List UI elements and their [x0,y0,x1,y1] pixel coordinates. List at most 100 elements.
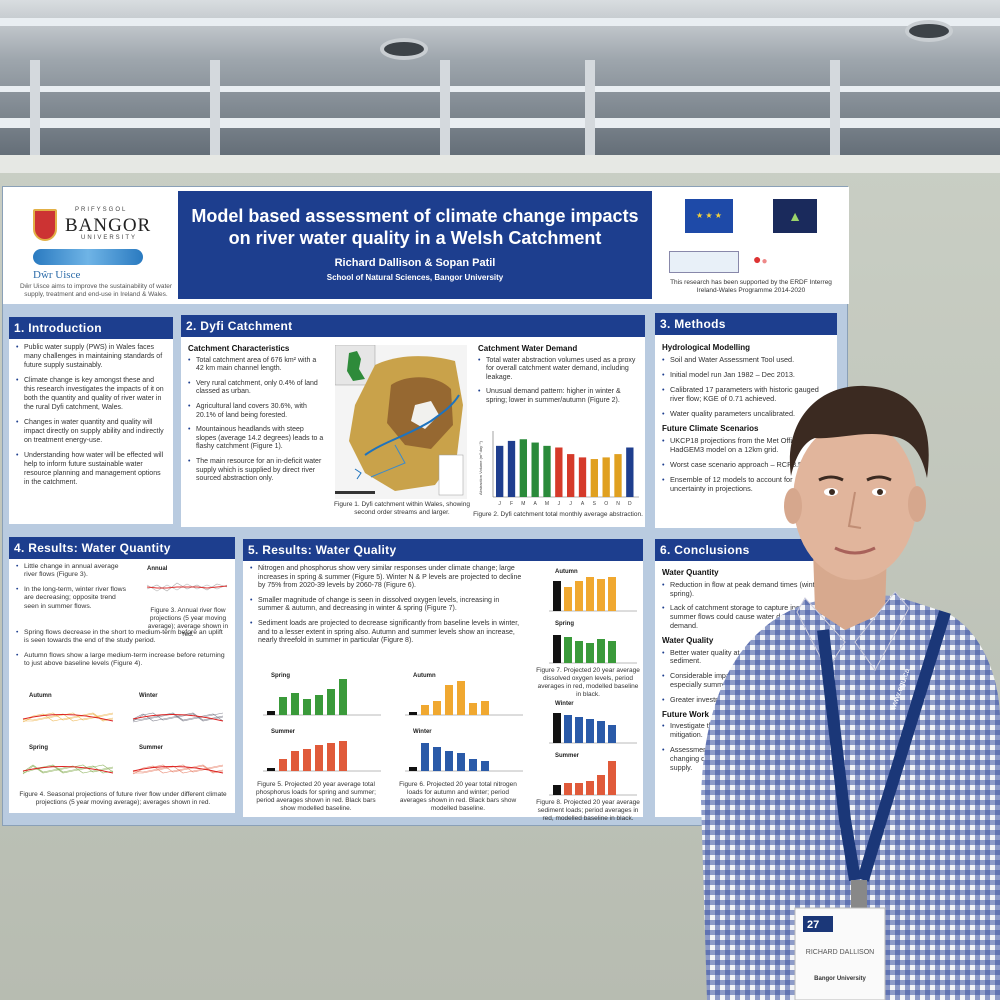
load-bar [267,711,275,715]
abstraction-bar [519,439,528,497]
panel-bar [597,775,605,795]
month-tick-label: J [569,501,572,507]
badge-org: Bangor University [814,976,866,982]
month-tick-label: S [593,501,597,507]
load-bar [469,703,477,715]
load-bar [457,681,465,715]
wave-icon [33,249,143,265]
panel-bar [575,581,583,611]
load-bar [421,743,429,771]
hydro-title: Hydrological Modelling [662,343,751,352]
water-quantity-section: 4. Results: Water Quantity Little change… [9,537,235,813]
load-bar [327,743,335,771]
future-scenarios-title: Future Climate Scenarios [662,424,759,433]
panel-label: Autumn [413,673,436,679]
section-heading: 4. Results: Water Quantity [9,537,235,559]
season-average-line [132,766,224,774]
panel-label: Winter [413,729,432,735]
load-bar [303,699,311,715]
quantity-bullet: Spring flows decrease in the short to me… [16,629,228,646]
load-bar [409,767,417,771]
quantity-bullet: Autumn flows show a large medium-term in… [16,652,228,669]
abstraction-bar [555,447,563,497]
figure-4-caption: Figure 4. Seasonal projections of future… [19,791,227,806]
annual-label: Annual [147,566,168,572]
panel-bar [564,715,572,743]
badge-name: RICHARD DALLISON [806,949,874,956]
month-tick-label: A [581,501,585,507]
partner-logo: ●● [753,251,768,267]
figure-6-caption: Figure 6. Projected 20 year total nitrog… [399,781,517,812]
panel-bar [575,641,583,663]
month-tick-label: M [521,501,525,507]
abstraction-bar [496,445,504,497]
poster-authors: Richard Dallison & Sopan Patil [334,257,496,269]
ceiling-beam [210,60,220,170]
panel-bar [597,579,605,611]
load-bar [433,747,441,771]
month-tick-label: F [510,501,513,507]
programme-logo [669,251,739,273]
panel-bar [586,781,594,795]
season-flow-line [132,712,224,722]
month-tick-label: M [545,501,549,507]
load-bar [421,705,429,715]
figure-5-caption: Figure 5. Projected 20 year average tota… [256,781,376,812]
month-tick-label: A [533,501,537,507]
load-bar [433,701,441,715]
methods-bullet: Initial model run Jan 1982 – Dec 2013. [662,370,830,379]
introduction-section: 1. Introduction Public water supply (PWS… [9,317,173,524]
poster-header: PRIFYSGOL BANGOR UNIVERSITY Dŵr Uisce Dŵ… [3,187,849,304]
panel-bar [597,721,605,743]
load-bar [445,685,453,715]
logo-small-text: PRIFYSGOL [75,207,128,213]
section-heading: 2. Dyfi Catchment [181,315,645,337]
load-bar [327,689,335,715]
ceiling-vent [380,38,428,60]
catchment-bullet: The main resource for an in-deficit wate… [188,458,324,484]
logo-tagline: Dŵr Uisce aims to improve the sustainabi… [19,283,173,298]
load-bar [315,745,323,771]
future-work-title: Future Work [662,709,709,719]
abstraction-bar [602,457,610,497]
title-banner: Model based assessment of climate change… [178,191,652,299]
panel-bar [586,643,594,663]
face [793,420,917,580]
quality-bullet: Nitrogen and phosphorus show very simila… [250,565,524,591]
conclusion-bullet: Reduction in flow at peak demand times (… [662,580,830,599]
load-bar [291,751,299,771]
load-bar [303,749,311,771]
panel-bar [608,761,616,795]
load-bar [339,679,347,715]
lanyard [817,629,861,881]
season-flow-line [22,712,114,722]
seasonal-flow-charts: Autumn Winter Spring Summer [22,693,224,775]
season-panel-label: Autumn [29,693,52,699]
panel-bar [586,719,594,743]
load-bar [279,759,287,771]
panel-label: Autumn [555,569,578,575]
poster-title: Model based assessment of climate change… [191,206,639,248]
abstraction-bar [626,447,634,497]
lanyard [857,610,951,882]
quality-bullet: Smaller magnitude of change is seen in d… [250,597,524,614]
panel-bar [553,635,561,663]
conclusion-qual-title: Water Quality [662,635,714,645]
season-average-line [22,714,114,722]
ceiling-beam [440,60,450,170]
season-flow-line [132,712,224,723]
season-average-line [22,766,114,774]
panel-label: Spring [271,673,290,679]
panel-bar [553,785,561,795]
catchment-char-title: Catchment Characteristics [188,344,290,353]
nutrient-load-charts: Spring Summer Autumn Winter [263,673,523,772]
methods-future-bullet: Ensemble of 12 models to account for unc… [662,475,830,493]
panel-bar [575,717,583,743]
season-average-line [132,714,224,722]
abstraction-bar-chart: J F M A M J J A S O N D Abstraction Volume (m³ day⁻¹… [478,431,639,507]
intro-bullet: Public water supply (PWS) in Wales faces… [16,343,166,370]
ceiling [0,0,1000,170]
month-tick-label: O [604,501,608,507]
abstraction-bar [578,457,587,497]
methods-bullet: Soil and Water Assessment Tool used. [662,355,830,364]
